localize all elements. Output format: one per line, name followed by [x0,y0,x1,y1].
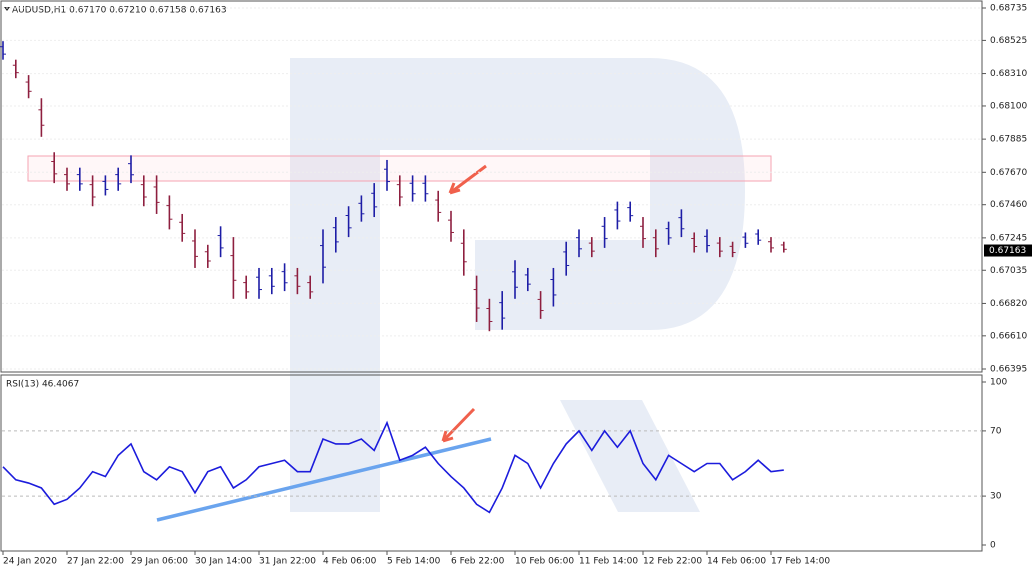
price-title: AUDUSD,H1 0.67170 0.67210 0.67158 0.6716… [12,6,227,16]
watermark [290,58,745,512]
arrow [441,407,476,443]
y-tick-label: 0.68525 [990,36,1027,46]
y-tick-label: 0.66395 [990,365,1027,375]
x-tick-label: 11 Feb 14:00 [579,557,638,567]
last-price-label: 0.67163 [989,246,1026,256]
price-panel [0,0,983,373]
y-tick-label: 0.67245 [990,233,1027,243]
rsi-panel [0,374,983,552]
rsi-title: RSI(13) 46.4067 [6,380,79,390]
x-tick-label: 24 Jan 2020 [3,557,57,567]
arrow [448,164,487,195]
trend-line [156,437,492,522]
y-tick-label: 0 [990,541,996,551]
x-tick-label: 27 Jan 22:00 [67,557,124,567]
y-tick-label: 0.67885 [990,135,1027,145]
x-tick-label: 10 Feb 06:00 [515,557,574,567]
last-price-box [984,244,1032,257]
x-tick-label: 17 Feb 14:00 [771,557,830,567]
y-tick-label: 0.67035 [990,266,1027,276]
x-tick-label: 29 Jan 06:00 [131,557,188,567]
y-tick-label: 0.68100 [990,101,1027,111]
rsi-line [2,420,784,514]
y-tick-label: 0.66610 [990,331,1027,341]
y-tick-label: 100 [990,378,1007,388]
x-tick-label: 5 Feb 14:00 [387,557,441,567]
dropdown-icon [4,7,10,11]
x-tick-label: 31 Jan 22:00 [259,557,316,567]
y-tick-label: 0.68735 [990,4,1027,14]
x-tick-label: 30 Jan 14:00 [195,557,252,567]
y-tick-label: 70 [990,426,1002,436]
y-tick-label: 0.66820 [990,299,1027,309]
y-tick-label: 0.67670 [990,168,1027,178]
y-tick-label: 0.67460 [990,200,1027,210]
x-tick-label: 12 Feb 22:00 [643,557,702,567]
x-tick-label: 6 Feb 22:00 [451,557,505,567]
y-tick-label: 0.68310 [990,69,1027,79]
y-tick-label: 30 [990,492,1002,502]
x-tick-label: 4 Feb 06:00 [323,557,377,567]
x-tick-label: 14 Feb 06:00 [707,557,766,567]
